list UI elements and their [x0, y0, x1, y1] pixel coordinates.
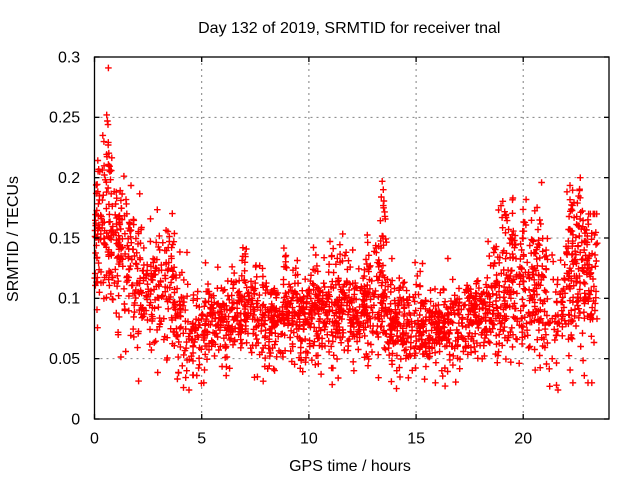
- svg-text:0.05: 0.05: [49, 351, 80, 368]
- svg-text:0.15: 0.15: [49, 230, 80, 247]
- svg-text:0.2: 0.2: [58, 170, 80, 187]
- svg-text:0: 0: [71, 411, 80, 428]
- svg-text:Day 132 of 2019, SRMTID for re: Day 132 of 2019, SRMTID for receiver tna…: [198, 20, 500, 37]
- svg-text:SRMTID / TECUs: SRMTID / TECUs: [5, 176, 22, 302]
- svg-text:GPS time / hours: GPS time / hours: [289, 458, 411, 475]
- svg-text:0.3: 0.3: [58, 49, 80, 66]
- svg-text:0.25: 0.25: [49, 110, 80, 127]
- svg-text:15: 15: [407, 430, 425, 447]
- svg-text:0: 0: [90, 430, 99, 447]
- svg-text:20: 20: [514, 430, 532, 447]
- svg-text:10: 10: [300, 430, 318, 447]
- svg-text:5: 5: [197, 430, 206, 447]
- svg-text:0.1: 0.1: [58, 291, 80, 308]
